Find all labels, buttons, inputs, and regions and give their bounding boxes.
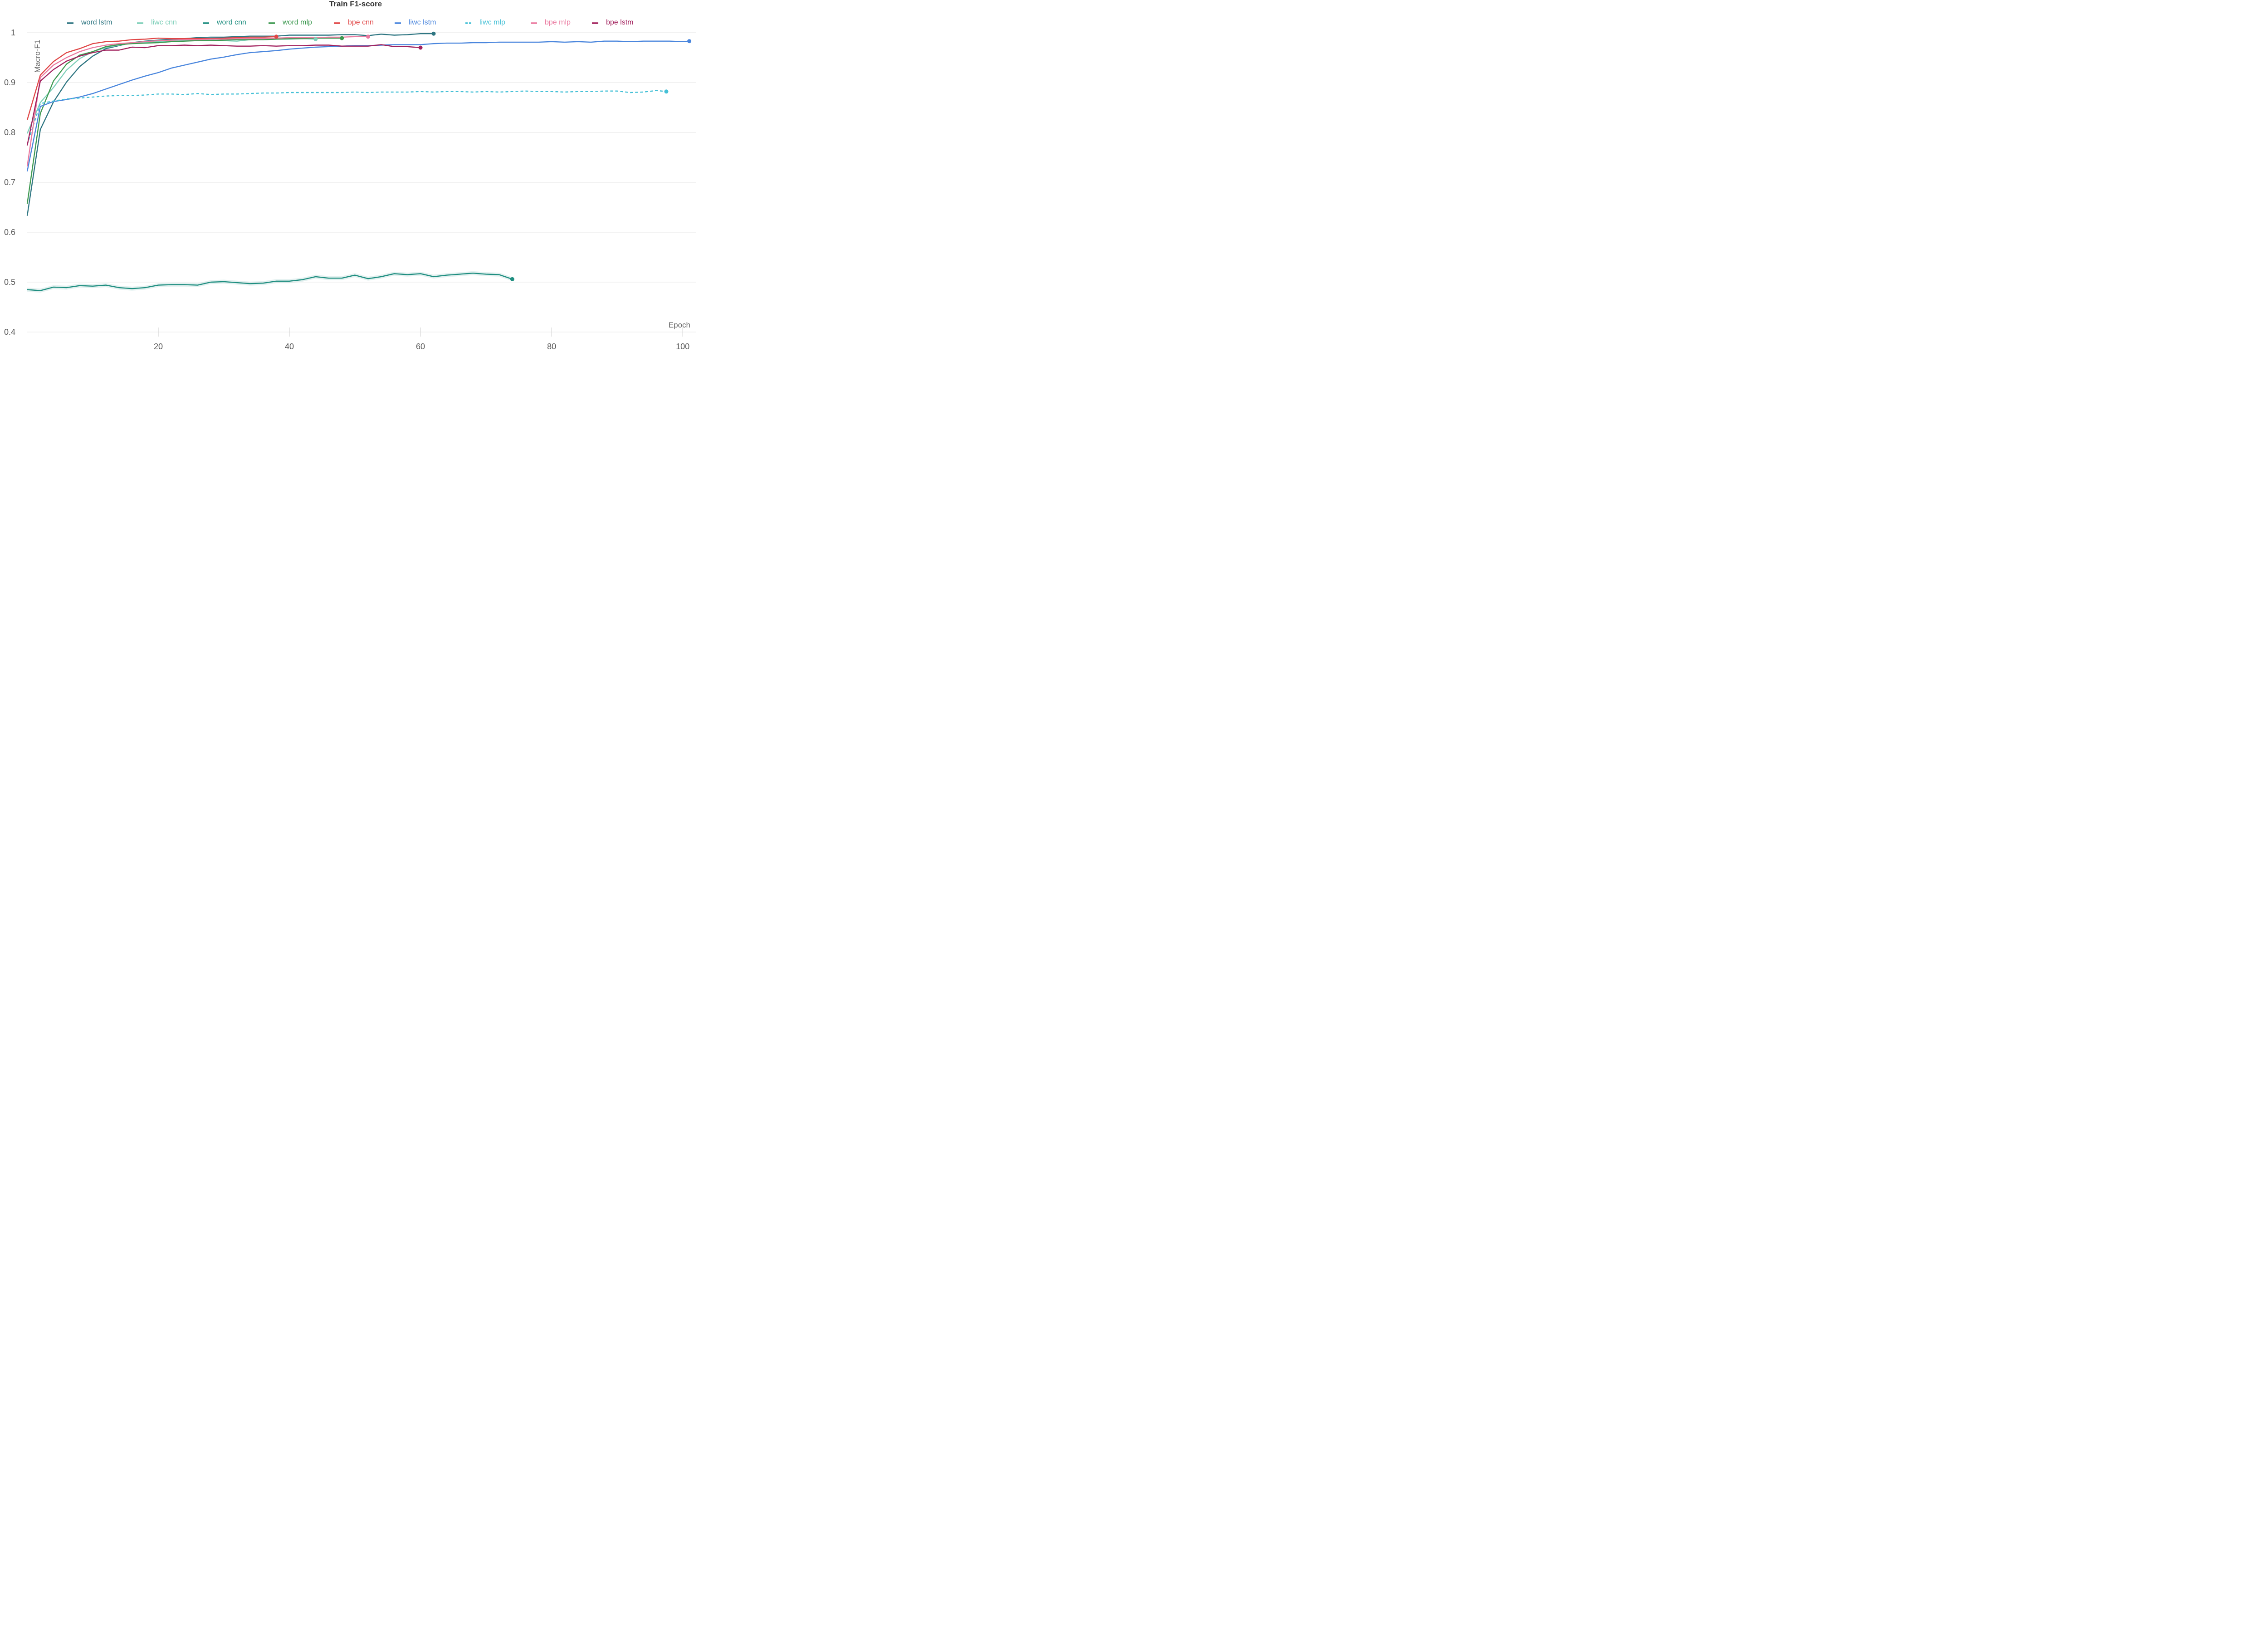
y-tick-label: 0.8	[4, 128, 15, 137]
series-endpoint-word-cnn	[510, 277, 514, 281]
legend-label: bpe mlp	[545, 19, 571, 26]
legend: word lstm liwc cnn word cnn word mlp bpe cnn…	[67, 19, 633, 26]
legend-item-bpe-cnn: bpe cnn	[334, 19, 374, 26]
series-endpoint-bpe-mlp	[366, 34, 370, 39]
series-endpoint-liwc-cnn	[313, 37, 318, 41]
line-chart: Train F1-score 20 40 60 80 100 0.40.50.60.70…	[4, 0, 696, 350]
series-endpoints	[274, 31, 692, 281]
series-lines	[26, 33, 689, 291]
legend-item-word-lstm: word lstm	[67, 19, 112, 26]
series-line-liwc-lstm	[26, 40, 689, 172]
series-line-word-lstm	[26, 33, 434, 216]
y-tick-label: 0.7	[4, 178, 15, 187]
x-tick-label: 60	[416, 342, 425, 350]
y-tick-label: 0.9	[4, 78, 15, 87]
series-line-word-cnn	[27, 273, 513, 291]
series-line-bpe-mlp	[26, 36, 368, 166]
series-endpoint-bpe-cnn	[274, 34, 279, 39]
y-tick-label: 1	[11, 28, 15, 37]
x-tick-label: 80	[547, 342, 556, 350]
y-tick-label: 0.4	[4, 328, 15, 337]
legend-item-liwc-cnn: liwc cnn	[137, 19, 177, 26]
series-line-bpe-lstm	[26, 44, 421, 146]
legend-item-liwc-mlp: liwc mlp	[465, 19, 505, 26]
y-tick-label: 0.6	[4, 228, 15, 237]
series-line-liwc-cnn	[26, 38, 316, 134]
chart-title: Train F1-score	[329, 0, 382, 8]
x-axis-ticks: 20 40 60 80 100	[154, 328, 689, 350]
grid-lines	[27, 32, 696, 332]
legend-label: liwc cnn	[151, 19, 177, 26]
legend-item-word-cnn: word cnn	[203, 19, 246, 26]
series-endpoint-liwc-lstm	[687, 39, 692, 44]
y-tick-label: 0.5	[4, 278, 15, 287]
legend-item-bpe-lstm: bpe lstm	[592, 19, 633, 26]
x-tick-label: 100	[676, 342, 689, 350]
x-axis-label: Epoch	[669, 321, 690, 329]
legend-label: liwc mlp	[479, 19, 505, 26]
x-tick-label: 20	[154, 342, 163, 350]
series-line-bpe-cnn	[26, 36, 277, 120]
legend-item-word-mlp: word mlp	[269, 19, 312, 26]
chart-container: Train F1-score 20 40 60 80 100 0.4 0.5 0.6 0.7 0…	[0, 0, 701, 350]
legend-item-liwc-lstm: liwc lstm	[395, 19, 436, 26]
x-tick-label: 40	[285, 342, 294, 350]
legend-label: word mlp	[282, 19, 312, 26]
legend-label: word cnn	[216, 19, 246, 26]
series-endpoint-liwc-mlp	[664, 89, 669, 94]
series-endpoint-word-lstm	[431, 31, 436, 36]
legend-label: bpe cnn	[348, 19, 374, 26]
series-endpoint-word-mlp	[340, 36, 344, 40]
series-line-liwc-mlp	[26, 90, 667, 145]
y-axis-label: Macro-F1	[33, 40, 42, 73]
legend-item-bpe-mlp: bpe mlp	[531, 19, 571, 26]
legend-label: bpe lstm	[606, 19, 633, 26]
series-line-word-mlp	[26, 37, 342, 204]
y-axis-ticks: 0.4 0.5 0.6 0.7 0.8 0.9 1	[4, 28, 15, 337]
legend-label: word lstm	[81, 19, 112, 26]
series-endpoint-bpe-lstm	[418, 45, 423, 50]
legend-label: liwc lstm	[409, 19, 436, 26]
